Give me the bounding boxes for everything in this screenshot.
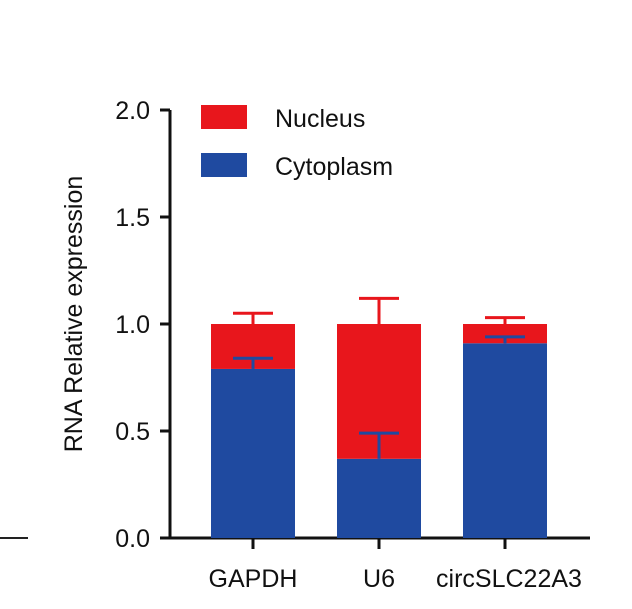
y-axis-label: RNA Relative expression [60, 176, 88, 453]
y-tick-label: 1.0 [115, 311, 150, 339]
x-tick-label: circSLC22A3 [436, 565, 582, 593]
bars [211, 324, 547, 538]
y-tick-label: 2.0 [115, 97, 150, 125]
y-tick-label: 0.0 [115, 525, 150, 553]
legend-label-nucleus: Nucleus [275, 105, 365, 133]
bar-cytoplasm-gapdh [211, 368, 295, 538]
bar-cytoplasm-u6 [337, 458, 421, 538]
legend-swatch-cytoplasm [201, 153, 247, 177]
y-ticks: 0.0 0.5 1.0 1.5 2.0 [115, 97, 170, 553]
x-tick-label: U6 [363, 565, 395, 593]
x-tick-label: GAPDH [209, 565, 298, 593]
y-tick-label: 0.5 [115, 418, 150, 446]
y-tick-label: 1.5 [115, 204, 150, 232]
legend: Nucleus Cytoplasm [201, 105, 393, 181]
bar-cytoplasm-circslc22a3 [463, 343, 547, 538]
error-bars [233, 296, 525, 459]
legend-swatch-nucleus [201, 105, 247, 129]
bar-nucleus-circslc22a3 [463, 324, 547, 344]
legend-label-cytoplasm: Cytoplasm [275, 153, 393, 181]
x-ticks: GAPDH U6 circSLC22A3 [209, 538, 582, 593]
